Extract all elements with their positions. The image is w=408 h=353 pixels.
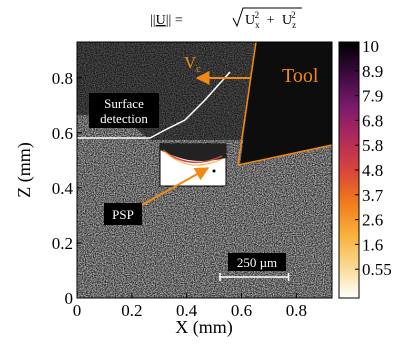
colorbar-label: 0.55 (362, 260, 392, 279)
tool-region (240, 42, 332, 165)
colorbar-label: 8.9 (362, 62, 383, 81)
title-var: U (156, 13, 166, 28)
title-norm-close: || = (166, 13, 183, 28)
title-norm-open: || (150, 13, 156, 28)
colorbar: 10 8.9 7.9 6.8 5.8 4.8 3.7 2.6 1.6 0.55 (338, 37, 392, 299)
term2-sup: 2 (291, 10, 296, 20)
svg-text:||U|| =: ||U|| = (150, 13, 183, 28)
term2-sub: z (292, 20, 296, 30)
tool-label: Tool (282, 65, 319, 87)
x-tick-label: 0.6 (231, 301, 252, 320)
x-tick-label: 0.2 (121, 301, 142, 320)
tool-edge (237, 41, 257, 166)
y-axis-label: Z (mm) (14, 142, 35, 198)
inset-contour-1 (162, 149, 223, 164)
vc-label-base: V (184, 53, 197, 72)
surface-label-line1: Surface (104, 96, 144, 111)
x-tick-label: 0.8 (286, 301, 307, 320)
psp-label-box (104, 203, 142, 225)
y-ticks: 0 0.2 0.4 0.6 0.8 (52, 69, 82, 308)
title-plus: + (267, 13, 275, 28)
chart-title: ||U|| = Ux2 + Uz2 (150, 7, 302, 30)
term1-sup: 2 (255, 10, 260, 20)
term1-sub: x (255, 20, 260, 30)
colorbar-label: 3.7 (362, 186, 384, 205)
sqrt-sign (232, 7, 302, 28)
x-ticks: 0 0.2 0.4 0.6 0.8 (73, 293, 307, 320)
y-tick-label: 0 (65, 289, 74, 308)
colorbar-labels: 10 8.9 7.9 6.8 5.8 4.8 3.7 2.6 1.6 0.55 (355, 37, 392, 279)
svg-text:Ux2 + Uz2: Ux2 + Uz2 (245, 7, 296, 30)
term1-base: U (245, 13, 255, 28)
x-axis-label: X (mm) (175, 317, 233, 338)
colorbar-label: 6.8 (362, 111, 383, 130)
y-tick-label: 0.8 (52, 69, 73, 88)
plot-frame (76, 41, 333, 299)
term2-base: U (282, 13, 292, 28)
annotations: Vc Tool Surface detection PSP 250 µm (89, 53, 319, 281)
surface-label-box (89, 93, 159, 128)
y-tick-label: 0.2 (52, 234, 73, 253)
colorbar-label: 5.8 (362, 136, 383, 155)
psp-label: PSP (112, 207, 134, 222)
scale-bar-label-box (228, 253, 286, 271)
colorbar-label: 1.6 (362, 235, 383, 254)
surface-label-line2: detection (100, 111, 148, 126)
x-tick-label: 0 (73, 301, 82, 320)
x-tick-label: 0.4 (176, 301, 198, 320)
vc-label-sub: c (196, 64, 201, 75)
colorbar-label: 4.8 (362, 161, 383, 180)
colorbar-label: 2.6 (362, 211, 383, 230)
psp-arrow (141, 167, 210, 206)
surface-detection-callout: Surface detection (89, 93, 159, 128)
inset-point (212, 169, 216, 173)
colorbar-label: 10 (362, 37, 379, 56)
scale-bar-label: 250 µm (237, 255, 277, 270)
scale-bar: 250 µm (219, 253, 290, 281)
detected-surface (77, 71, 231, 139)
psp-inset (159, 143, 227, 187)
inset-dark-band (160, 144, 226, 161)
colorbar-label: 7.9 (362, 87, 383, 106)
inset-contour-2 (164, 151, 223, 166)
tool-edge-bottom (237, 144, 333, 166)
vc-annotation: Vc (184, 53, 250, 85)
axes: 0 0.2 0.4 0.6 0.8 0 0.2 0.4 0.6 0.8 X (mm) Z (mm… (14, 41, 333, 338)
svg-text:Vc: Vc (184, 53, 201, 75)
y-tick-label: 0.6 (52, 124, 73, 143)
y-tick-label: 0.4 (52, 179, 74, 198)
psp-callout: PSP (104, 167, 210, 225)
